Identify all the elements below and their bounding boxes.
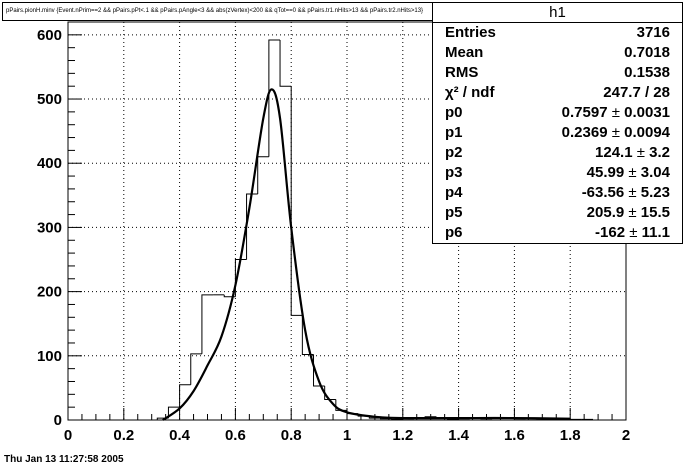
stats-row-value: 124.1 ± 3.2 <box>595 144 670 161</box>
stats-row-value: 247.7 / 28 <box>603 84 670 101</box>
stats-row-label: p6 <box>445 224 463 241</box>
stats-row-value: 0.1538 <box>624 64 670 81</box>
y-tick-label-4: 400 <box>37 155 62 172</box>
histogram-bin-4 <box>201 294 214 354</box>
histogram-bin-2 <box>179 384 191 408</box>
histogram-bin-38 <box>581 418 594 420</box>
x-tick-label-2: 0.4 <box>169 427 191 444</box>
stats-row-9: p5 205.9 ± 15.5 <box>433 204 682 224</box>
x-tick-label-10: 2 <box>622 427 630 444</box>
cut-expression-box: pPairs.pionH.minv {Event.nPrim==2 && pPa… <box>2 2 482 21</box>
histogram-bin-1 <box>167 406 180 419</box>
x-axis-tick-labels: 0 0.2 0.4 0.6 0.8 1 1.2 1.4 1.6 1.8 2 <box>64 427 630 444</box>
stats-row-label: p0 <box>445 104 463 121</box>
x-tick-label-0: 0 <box>64 427 72 444</box>
plus-minus-symbol: ± <box>628 184 637 201</box>
stats-row-1: Mean 0.7018 <box>433 44 682 64</box>
stats-row-label: χ² / ndf <box>445 84 495 101</box>
histogram-bin-21 <box>391 418 403 420</box>
stats-row-label: p3 <box>445 164 463 181</box>
stats-box: h1 Entries 3716 Mean 0.7018 RMS 0.1538 χ² / nd… <box>432 2 683 244</box>
x-tick-label-7: 1.4 <box>448 427 470 444</box>
y-tick-label-6: 600 <box>37 27 62 44</box>
histogram-bin-12 <box>290 86 303 316</box>
stats-row-7: p3 45.99 ± 3.04 <box>433 164 682 184</box>
x-tick-label-4: 0.8 <box>281 427 302 444</box>
histogram-bin-15 <box>324 385 336 400</box>
plus-minus-symbol: ± <box>611 124 620 141</box>
stats-row-value: 45.99 ± 3.04 <box>586 164 670 181</box>
stats-row-label: p4 <box>445 184 463 201</box>
y-tick-label-2: 200 <box>37 284 62 301</box>
stats-row-value: 0.7597 ± 0.0031 <box>561 104 670 121</box>
stats-row-10: p6 -162 ± 11.1 <box>433 224 682 244</box>
stats-row-value: 0.2369 ± 0.0094 <box>561 124 670 141</box>
stats-row-0: Entries 3716 <box>433 24 682 44</box>
plus-minus-symbol: ± <box>629 224 638 241</box>
stats-row-4: p0 0.7597 ± 0.0031 <box>433 104 682 124</box>
stats-row-label: p1 <box>445 124 463 141</box>
stats-row-label: Entries <box>445 24 496 41</box>
stats-title: h1 <box>433 3 682 23</box>
stats-row-value: -162 ± 11.1 <box>595 224 670 241</box>
stats-row-value: 205.9 ± 15.5 <box>586 204 670 221</box>
stats-row-value: 0.7018 <box>624 44 670 61</box>
histogram-bin-8 <box>246 193 258 260</box>
stats-row-label: RMS <box>445 64 479 81</box>
stats-row-label: Mean <box>445 44 484 61</box>
stats-row-value: 3716 <box>636 24 670 41</box>
y-tick-label-3: 300 <box>37 219 62 236</box>
stats-row-label: p5 <box>445 204 463 221</box>
y-tick-label-5: 500 <box>37 91 62 108</box>
stats-row-8: p4 -63.56 ± 5.23 <box>433 184 682 204</box>
stats-row-3: χ² / ndf 247.7 / 28 <box>433 84 682 104</box>
x-tick-label-9: 1.8 <box>560 427 581 444</box>
stats-row-2: RMS 0.1538 <box>433 64 682 84</box>
x-tick-label-8: 1.6 <box>504 427 525 444</box>
y-tick-label-1: 100 <box>37 348 62 365</box>
stats-row-value: -63.56 ± 5.23 <box>581 184 670 201</box>
y-tick-label-0: 0 <box>54 412 62 429</box>
stats-row-label: p2 <box>445 144 463 161</box>
plus-minus-symbol: ± <box>611 104 620 121</box>
footer-timestamp: Thu Jan 13 11:27:58 2005 <box>4 454 124 465</box>
histogram-bin-10 <box>268 39 281 157</box>
histogram-bin-3 <box>190 353 202 385</box>
plus-minus-symbol: ± <box>628 164 637 181</box>
y-axis-tick-labels: 0 100 200 300 400 500 600 <box>37 27 62 429</box>
x-tick-label-6: 1.2 <box>392 427 413 444</box>
fit-curve <box>162 88 571 421</box>
x-tick-label-1: 0.2 <box>113 427 134 444</box>
histogram-bin-11 <box>279 39 292 87</box>
plus-minus-symbol: ± <box>628 204 637 221</box>
x-tick-label-3: 0.6 <box>225 427 246 444</box>
plus-minus-symbol: ± <box>636 144 645 161</box>
stats-row-6: p2 124.1 ± 3.2 <box>433 144 682 164</box>
stats-row-5: p1 0.2369 ± 0.0094 <box>433 124 682 144</box>
x-tick-label-5: 1 <box>343 427 351 444</box>
